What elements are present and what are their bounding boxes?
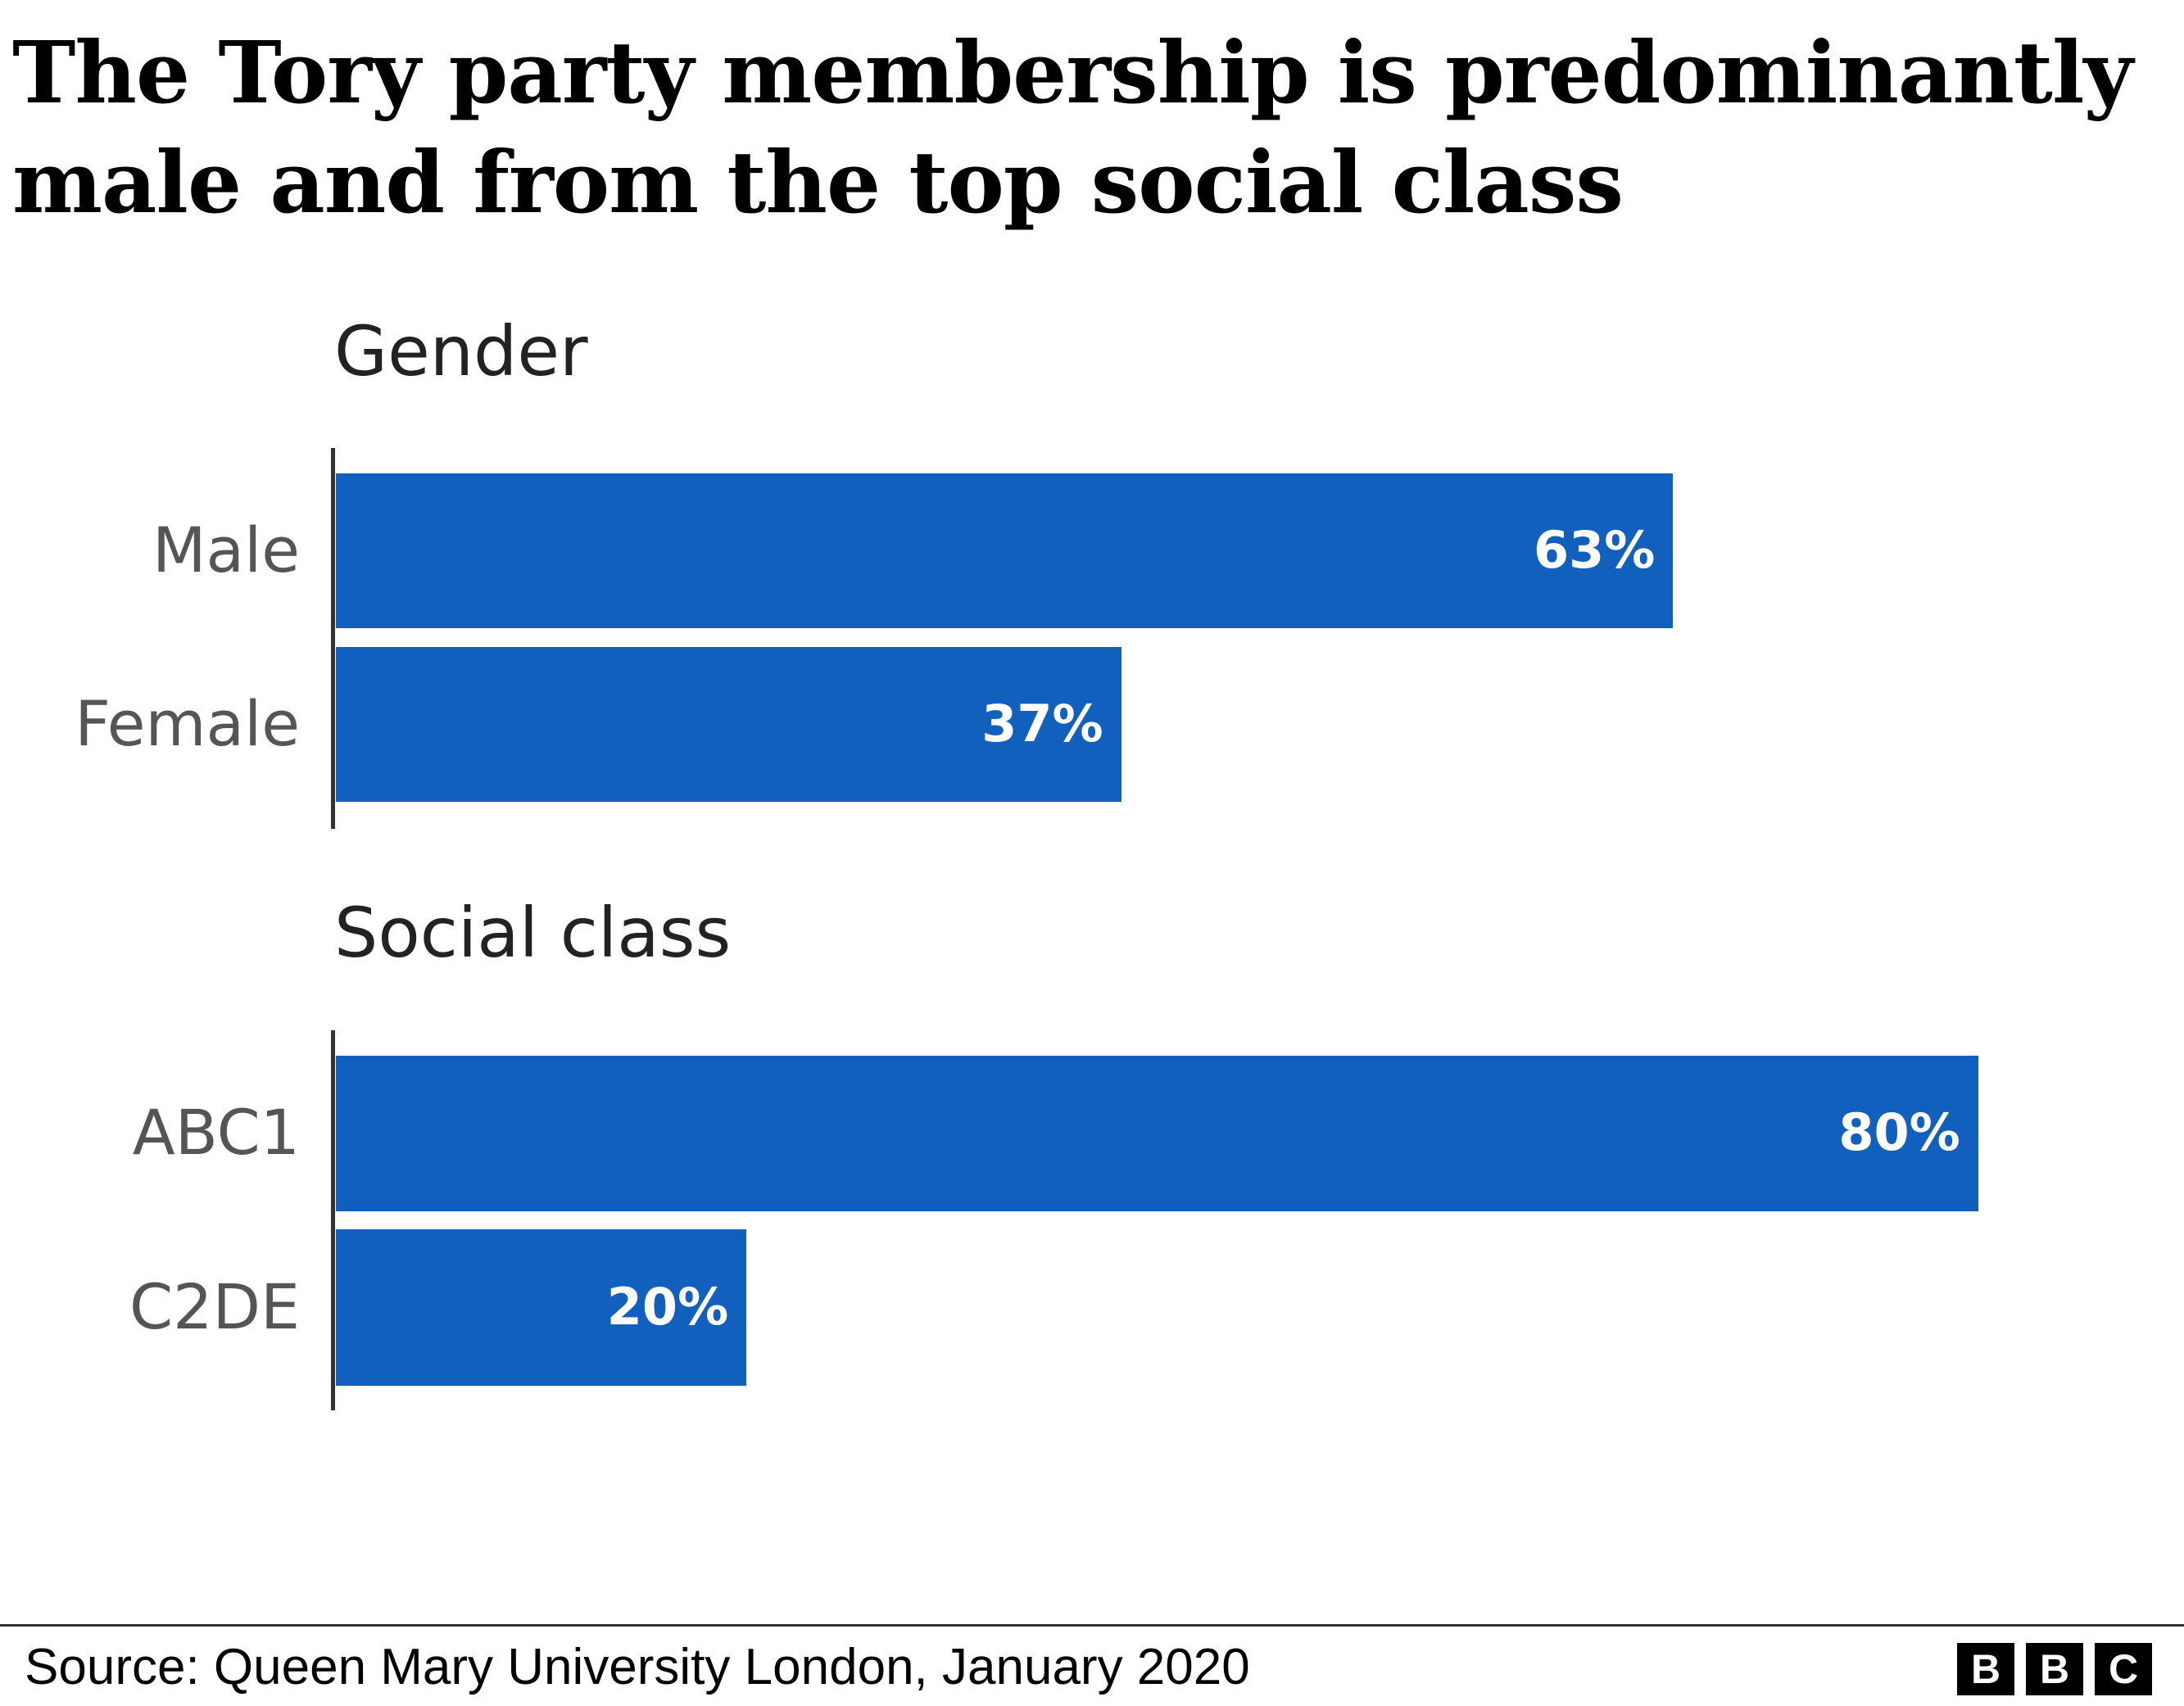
bar	[336, 1056, 1978, 1211]
logo-letter: B	[1957, 1643, 2014, 1695]
category-label: Male	[152, 513, 300, 586]
bbc-logo: B B C	[1957, 1643, 2152, 1695]
logo-letter: C	[2095, 1643, 2152, 1695]
data-label: 20%	[606, 1276, 729, 1337]
footer-divider	[0, 1624, 2184, 1627]
chart-title: The Tory party membership is predominant…	[12, 22, 2133, 233]
bar	[336, 473, 1674, 628]
logo-letter: B	[2026, 1643, 2083, 1695]
data-label: 63%	[1533, 519, 1656, 580]
data-label: 80%	[1838, 1102, 1960, 1162]
data-label: 37%	[981, 693, 1103, 753]
bar	[336, 647, 1121, 802]
y-axis-line	[331, 1030, 335, 1410]
panel-title: Gender	[334, 311, 588, 391]
category-label: ABC1	[132, 1096, 300, 1169]
bar	[336, 1229, 747, 1386]
panel-title: Social class	[334, 893, 732, 973]
category-label: C2DE	[129, 1269, 300, 1343]
y-axis-line	[331, 448, 335, 829]
category-label: Female	[75, 686, 300, 760]
source-note: Source: Queen Mary University London, Ja…	[25, 1639, 1250, 1695]
